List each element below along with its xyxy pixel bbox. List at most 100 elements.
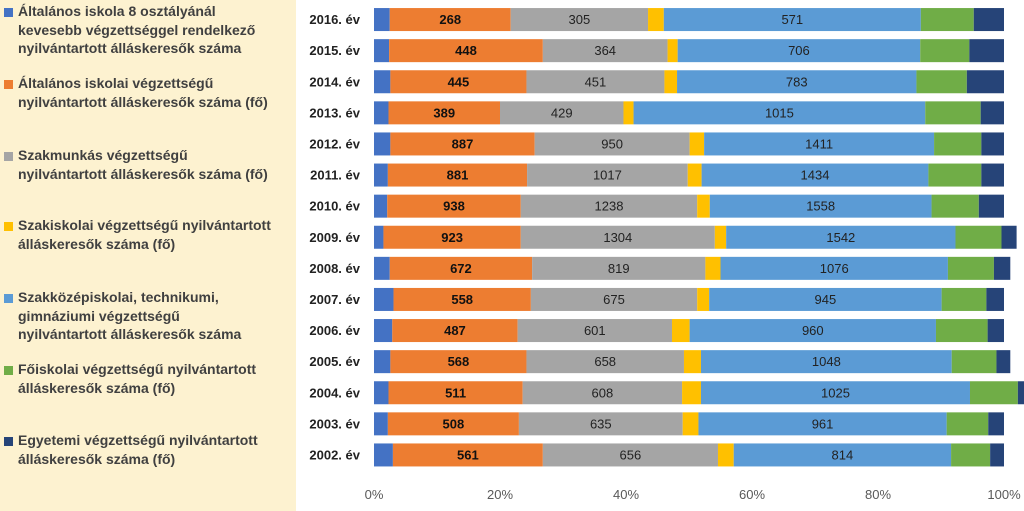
y-tick-label: 2012. év (309, 136, 360, 151)
bar-segment (542, 443, 718, 467)
bar-segment (698, 412, 947, 436)
x-tick-label: 100% (987, 487, 1021, 502)
bar-segment (374, 350, 391, 374)
legend-item-primary: Általános iskolai végzettségű nyilvántar… (4, 74, 303, 111)
data-label: 445 (448, 74, 470, 89)
data-label: 1048 (812, 354, 841, 369)
data-label: 508 (443, 416, 465, 431)
data-label: 487 (444, 323, 466, 338)
bar-segment (701, 163, 929, 187)
chart-legend: Általános iskola 8 osztályánál kevesebb … (0, 0, 296, 511)
bar-segment (726, 225, 956, 249)
bar-segment (717, 443, 734, 467)
bar-segment (374, 163, 388, 187)
x-tick-label: 0% (365, 487, 384, 502)
bar-segment (387, 412, 519, 436)
y-tick-label: 2007. év (309, 292, 360, 307)
bar-segment (526, 70, 665, 94)
legend-swatch (4, 222, 13, 231)
bar-segment (969, 381, 1018, 405)
data-label: 960 (802, 323, 824, 338)
data-label: 608 (592, 385, 614, 400)
bar-segment (689, 132, 705, 156)
y-tick-label: 2006. év (309, 323, 360, 338)
legend-label: Főiskolai végzettségű nyilvántartott áll… (18, 361, 257, 396)
bar-segment (947, 256, 994, 280)
bar-segment (714, 225, 727, 249)
bar-segment (677, 39, 921, 63)
bar-segment (520, 194, 698, 218)
bar-segment (720, 256, 948, 280)
bar-segment (633, 101, 926, 125)
data-label: 1076 (820, 261, 849, 276)
legend-swatch (4, 437, 13, 446)
bar-segment (387, 194, 521, 218)
bar-segment (518, 412, 683, 436)
bar-segment (697, 194, 710, 218)
data-label: 601 (584, 323, 606, 338)
legend-item-university: Egyetemi végzettségű nyilvántartott állá… (4, 431, 303, 468)
bar-segment (1017, 381, 1024, 405)
bar-segment (925, 101, 981, 125)
bar-segment (374, 412, 388, 436)
legend-item-below-primary: Általános iskola 8 osztályánál kevesebb … (4, 2, 303, 58)
bar-segment (705, 256, 721, 280)
bar-segment (520, 225, 715, 249)
bar-segment (374, 287, 394, 311)
legend-label: Szakmunkás végzettségű nyilvántartott ál… (18, 147, 268, 182)
data-label: 783 (786, 74, 808, 89)
bar-segment (916, 70, 967, 94)
y-tick-label: 2015. év (309, 43, 360, 58)
legend-swatch (4, 80, 13, 89)
bar-segment (374, 101, 389, 125)
data-label: 568 (448, 354, 470, 369)
legend-swatch (4, 294, 13, 303)
bar-segment (934, 132, 982, 156)
data-label: 819 (608, 261, 630, 276)
bar-segment (393, 287, 531, 311)
data-label: 1238 (595, 199, 624, 214)
bar-segment (733, 443, 952, 467)
legend-label: Általános iskolai végzettségű nyilvántar… (18, 75, 268, 110)
data-label: 268 (439, 12, 461, 27)
bar-segment (374, 132, 391, 156)
legend-item-college: Főiskolai végzettségű nyilvántartott áll… (4, 360, 303, 397)
bar-segment (527, 163, 688, 187)
legend-label: Egyetemi végzettségű nyilvántartott állá… (18, 432, 258, 467)
y-tick-label: 2013. év (309, 105, 360, 120)
bar-segment (392, 443, 543, 467)
bar-segment (383, 225, 521, 249)
data-label: 448 (455, 43, 477, 58)
data-label: 1017 (593, 168, 622, 183)
bar-segment (951, 350, 997, 374)
bar-segment (996, 350, 1011, 374)
data-label: 571 (781, 12, 803, 27)
bar-segment (667, 39, 678, 63)
data-label: 305 (569, 12, 591, 27)
data-label: 961 (812, 416, 834, 431)
data-label: 635 (590, 416, 612, 431)
data-label: 1558 (806, 199, 835, 214)
bar-segment (623, 101, 634, 125)
bar-segment (671, 319, 690, 343)
bar-segment (374, 8, 390, 32)
bar-segment (542, 39, 668, 63)
bar-segment (951, 443, 991, 467)
bar-segment (987, 319, 1004, 343)
bar-segment (390, 132, 535, 156)
bar-segment (388, 101, 500, 125)
bar-segment (374, 443, 393, 467)
y-tick-label: 2004. év (309, 385, 360, 400)
legend-item-vocational: Szakmunkás végzettségű nyilvántartott ál… (4, 146, 303, 183)
data-label: 364 (594, 43, 616, 58)
legend-item-vocational-school: Szakiskolai végzettségű nyilvántartott á… (4, 216, 303, 253)
bar-segment (374, 381, 389, 405)
bar-segment (526, 350, 684, 374)
data-label: 887 (452, 136, 474, 151)
legend-label: Szakiskolai végzettségű nyilvántartott á… (18, 217, 271, 252)
bar-segment (709, 194, 932, 218)
data-label: 881 (447, 168, 469, 183)
legend-swatch (4, 366, 13, 375)
data-label: 656 (620, 447, 642, 462)
bar-segment (388, 381, 523, 405)
